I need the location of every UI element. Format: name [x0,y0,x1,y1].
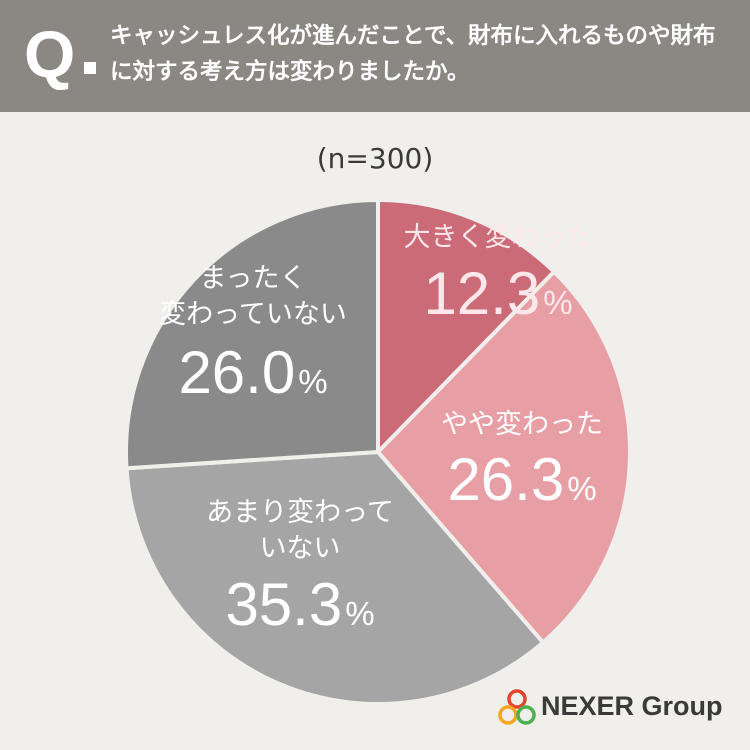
question-header: Q キャッシュレス化が進んだことで、財布に入れるものや財布に対する考え方は変わり… [0,0,750,112]
question-text: キャッシュレス化が進んだことで、財布に入れるものや財布に対する考え方は変わりまし… [110,23,716,85]
q-mark: Q [24,17,76,91]
slice-category-label: まったく [200,263,307,294]
logo-text: NEXER Group [541,691,723,721]
pie-slice [124,450,545,706]
pie-slice [376,269,632,645]
slice-value-label: 26.3% [447,446,596,513]
q-dot-icon [84,62,96,74]
logo-rings-icon [498,689,536,725]
sample-size-label: (n=300) [316,142,434,175]
pie-slice [124,198,380,471]
slice-category-label: いない [260,533,341,564]
slice-category-label: 変わっていない [159,299,347,330]
slice-category-label: あまり変わって [206,497,394,528]
slice-value-label: 35.3% [225,571,374,638]
slice-value-label: 12.3% [423,260,572,327]
slice-category-label: 大きく変わった [404,222,593,253]
slice-category-label: やや変わった [441,409,603,440]
slice-value-label: 26.0% [178,339,327,406]
nexer-logo: NEXER Group [495,685,735,731]
pie-slice [376,198,557,454]
